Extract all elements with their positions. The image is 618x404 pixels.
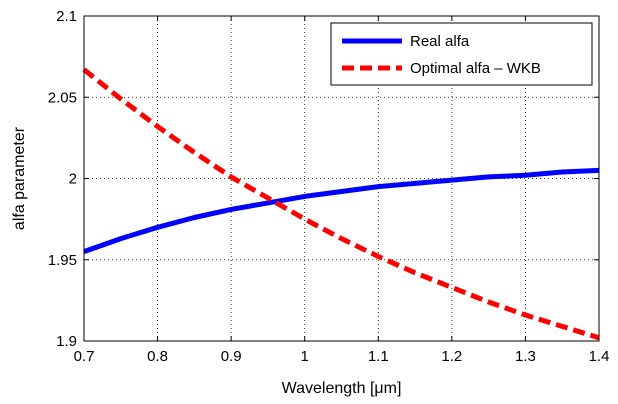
y-tick-label: 1.9 <box>56 333 77 350</box>
x-tick-label: 1.2 <box>441 348 462 365</box>
x-tick-label: 1 <box>301 348 309 365</box>
series-lines <box>82 67 600 341</box>
series-line-real-alfa <box>83 167 600 254</box>
series-line-optimal-alfa-wkb <box>82 67 600 341</box>
x-tick-label: 0.7 <box>74 348 95 365</box>
legend-box <box>330 22 593 86</box>
y-tick-labels: 1.9 1.95 2 2.05 2.1 <box>48 8 77 350</box>
x-tick-label: 1.1 <box>368 348 389 365</box>
y-tick-label: 2 <box>69 171 77 188</box>
ticks <box>83 15 600 342</box>
y-tick-label: 2.05 <box>48 89 77 106</box>
x-tick-label: 1.4 <box>589 348 610 365</box>
x-tick-label: 0.8 <box>147 348 168 365</box>
y-tick-label: 1.95 <box>48 252 77 269</box>
legend-label-optimal-alfa: Optimal alfa – WKB <box>410 60 541 77</box>
x-tick-labels: 0.7 0.8 0.9 1 1.1 1.2 1.3 1.4 <box>74 348 610 365</box>
legend-label-real-alfa: Real alfa <box>410 33 470 50</box>
y-axis-title: alfa parameter <box>11 126 28 230</box>
x-tick-label: 1.3 <box>515 348 536 365</box>
x-tick-label: 0.9 <box>221 348 242 365</box>
x-axis-title: Wavelength [μm] <box>282 380 402 397</box>
legend: Real alfa Optimal alfa – WKB <box>330 22 593 86</box>
y-tick-label: 2.1 <box>56 8 77 25</box>
